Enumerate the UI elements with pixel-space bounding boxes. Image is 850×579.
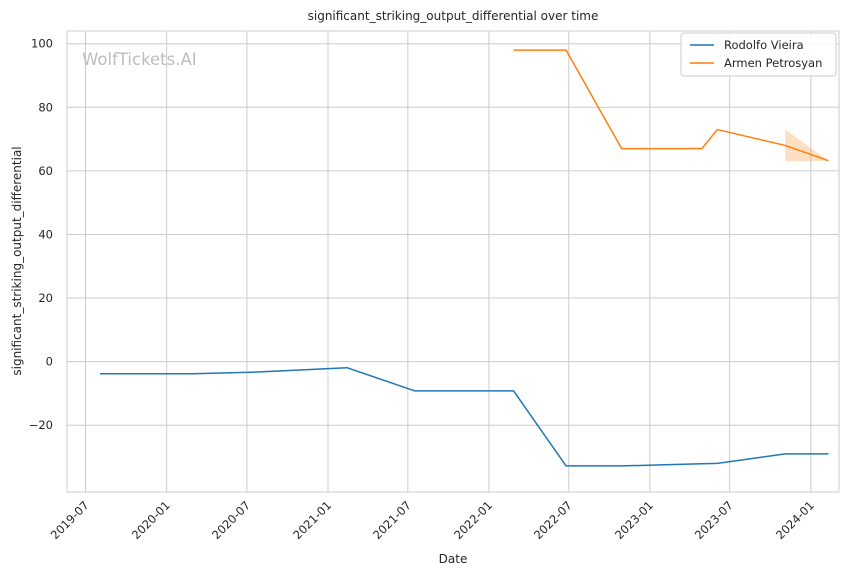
confidence-band-armen-petrosyan xyxy=(785,129,829,162)
x-tick-label: 2022-01 xyxy=(451,498,495,542)
watermark: WolfTickets.AI xyxy=(82,50,197,69)
grid xyxy=(67,31,839,492)
series-line-armen-petrosyan xyxy=(513,49,829,162)
x-tick-label: 2023-07 xyxy=(692,498,736,542)
legend-label-armen-petrosyan: Armen Petrosyan xyxy=(724,56,822,70)
x-tick-label: 2019-07 xyxy=(48,498,92,542)
y-tick-label: 100 xyxy=(31,37,53,51)
x-tick-labels: 2019-07 2020-01 2020-07 2021-01 2021-07 2022-… xyxy=(48,498,817,542)
plot-frame xyxy=(66,30,840,493)
y-tick-label: 20 xyxy=(38,291,53,305)
x-tick-label: 2021-07 xyxy=(370,498,414,542)
chart-title: significant_striking_output_differential… xyxy=(308,9,599,23)
x-tick-label: 2022-07 xyxy=(531,498,575,542)
legend-box xyxy=(680,32,837,77)
y-tick-label: 60 xyxy=(38,164,53,178)
y-axis-label: significant_striking_output_differential xyxy=(10,146,24,375)
series-line-rodolfo-vieira xyxy=(100,366,829,467)
confidence-bands xyxy=(785,129,829,162)
legend-label-rodolfo-vieira: Rodolfo Vieira xyxy=(724,38,804,52)
legend: Rodolfo Vieira Armen Petrosyan xyxy=(680,32,837,77)
y-tick-labels: 100 80 60 40 20 0 −20 xyxy=(29,37,53,433)
x-tick-label: 2020-01 xyxy=(129,498,173,542)
x-tick-label: 2020-07 xyxy=(209,498,253,542)
x-axis-label: Date xyxy=(439,552,468,566)
y-tick-label: 40 xyxy=(38,227,53,241)
series-lines xyxy=(100,49,829,467)
y-tick-label: 0 xyxy=(46,355,53,369)
y-tick-label: 80 xyxy=(38,100,53,114)
x-tick-label: 2021-01 xyxy=(290,498,334,542)
y-tick-label: −20 xyxy=(29,418,53,432)
x-tick-label: 2024-01 xyxy=(773,498,817,542)
x-tick-label: 2023-01 xyxy=(612,498,656,542)
